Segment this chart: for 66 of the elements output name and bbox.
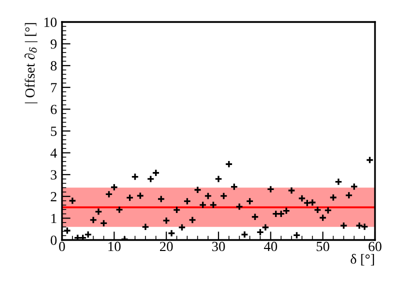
y-tick-label: 9 xyxy=(50,39,57,49)
point xyxy=(340,222,348,230)
point xyxy=(194,186,202,194)
point xyxy=(157,195,166,203)
point xyxy=(360,222,369,231)
point xyxy=(136,192,144,200)
point xyxy=(251,212,259,221)
point xyxy=(220,192,228,200)
point xyxy=(350,182,358,191)
point xyxy=(224,160,233,168)
point xyxy=(142,222,150,231)
point xyxy=(178,223,186,232)
point xyxy=(183,197,192,206)
point xyxy=(126,194,134,202)
point xyxy=(355,222,364,230)
x-tick-label: 0 xyxy=(59,242,65,252)
y-tick-label: 7 xyxy=(51,83,57,92)
point xyxy=(292,231,301,240)
point xyxy=(240,230,249,239)
point xyxy=(110,183,118,192)
point xyxy=(318,214,327,222)
y-tick-label: 10 xyxy=(44,18,57,27)
y-axis-title: | Offset ∂$_{δ}$ | [°] xyxy=(24,23,38,104)
x-tick-label: 50 xyxy=(316,242,330,252)
point xyxy=(334,178,342,186)
point xyxy=(131,172,139,181)
y-tick-label: 2 xyxy=(50,192,56,202)
y-tick-label: 3 xyxy=(50,170,57,180)
point xyxy=(266,185,275,194)
point xyxy=(100,219,108,228)
point xyxy=(235,202,244,211)
point xyxy=(324,206,332,214)
y-tick-label: 5 xyxy=(51,126,57,136)
point xyxy=(204,192,212,200)
point xyxy=(198,200,207,209)
x-axis-title: δ [°] xyxy=(350,254,374,266)
x-tick-label: 10 xyxy=(108,242,121,252)
point xyxy=(288,186,296,194)
point xyxy=(366,156,374,164)
point xyxy=(246,197,254,206)
y-tick-label: 8 xyxy=(50,61,57,71)
point xyxy=(188,216,196,224)
point xyxy=(209,200,218,209)
point xyxy=(94,208,102,216)
point xyxy=(89,216,98,224)
y-tick-label: 4 xyxy=(50,148,57,158)
point xyxy=(298,194,306,202)
point xyxy=(162,216,170,225)
point xyxy=(168,229,176,238)
point xyxy=(115,206,124,214)
point xyxy=(344,191,353,200)
x-tick-label: 20 xyxy=(160,242,173,252)
y-tick-label: 6 xyxy=(50,104,57,114)
x-tick-label: 40 xyxy=(264,242,278,252)
point xyxy=(214,175,222,183)
point xyxy=(74,234,82,240)
point xyxy=(104,190,113,198)
point xyxy=(172,206,181,214)
x-tick-label: 30 xyxy=(212,242,225,252)
point xyxy=(272,210,280,218)
y-tick-label: 0 xyxy=(50,236,57,245)
x-tick-label: 60 xyxy=(368,242,382,252)
y-tick-label: 1 xyxy=(51,214,56,224)
point xyxy=(314,206,322,214)
point xyxy=(230,182,238,191)
point xyxy=(329,194,338,202)
